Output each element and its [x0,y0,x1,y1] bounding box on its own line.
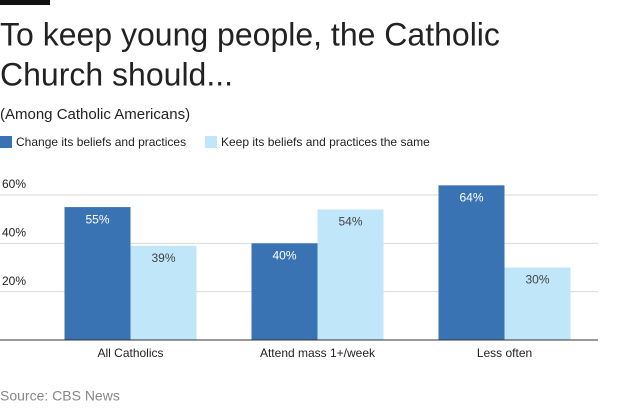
x-tick-label: Attend mass 1+/week [260,346,376,360]
bar [317,209,384,340]
value-label: 64% [459,191,483,205]
y-tick-label: 60% [2,177,26,191]
value-label: 54% [338,215,362,229]
bar [130,245,197,340]
legend-label: Keep its beliefs and practices the same [221,135,430,149]
bar [64,207,131,340]
legend-label: Change its beliefs and practices [16,135,186,149]
bar [504,267,571,340]
value-label: 30% [525,273,549,287]
value-label: 40% [272,249,296,263]
legend-swatch [0,136,12,148]
y-tick-label: 40% [2,226,26,240]
chart-title: Church should... [0,56,233,92]
source: Source: CBS News [0,388,120,404]
y-tick-label: 20% [2,274,26,288]
bar [251,243,318,340]
chart-title: To keep young people, the Catholic [0,16,500,52]
x-tick-label: All Catholics [97,346,163,360]
x-tick-label: Less often [477,346,532,360]
value-label: 55% [85,212,109,226]
chart-subtitle: (Among Catholic Americans) [0,106,190,123]
value-label: 39% [151,251,175,265]
legend-swatch [205,136,217,148]
top-bar [0,0,50,5]
bar [438,185,505,340]
